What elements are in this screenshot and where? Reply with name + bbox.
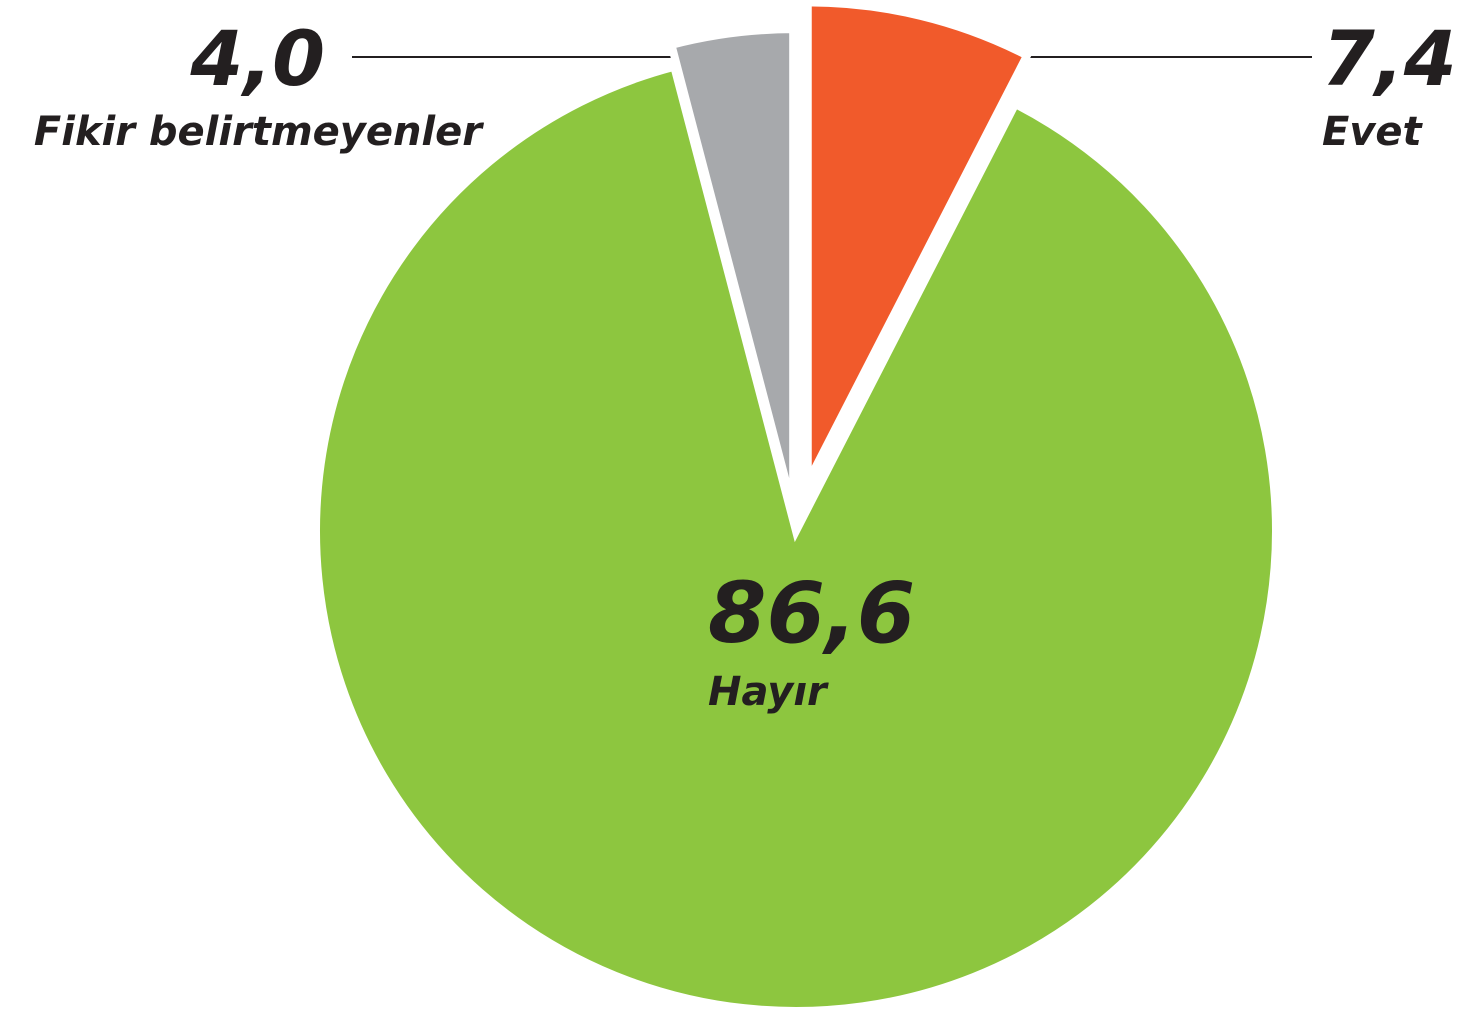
pie-slice	[666, 25, 798, 511]
category-label: Evet	[1322, 109, 1424, 155]
category-label: Fikir belirtmeyenler	[34, 109, 484, 155]
value-label: 4,0	[189, 14, 325, 103]
value-label: 7,4	[1322, 14, 1457, 103]
category-label: Hayır	[708, 669, 829, 715]
pie-slice	[803, 0, 1033, 485]
pie	[312, 0, 1280, 1011]
pie-slice	[312, 61, 1280, 1011]
value-label: 86,6	[708, 564, 915, 662]
